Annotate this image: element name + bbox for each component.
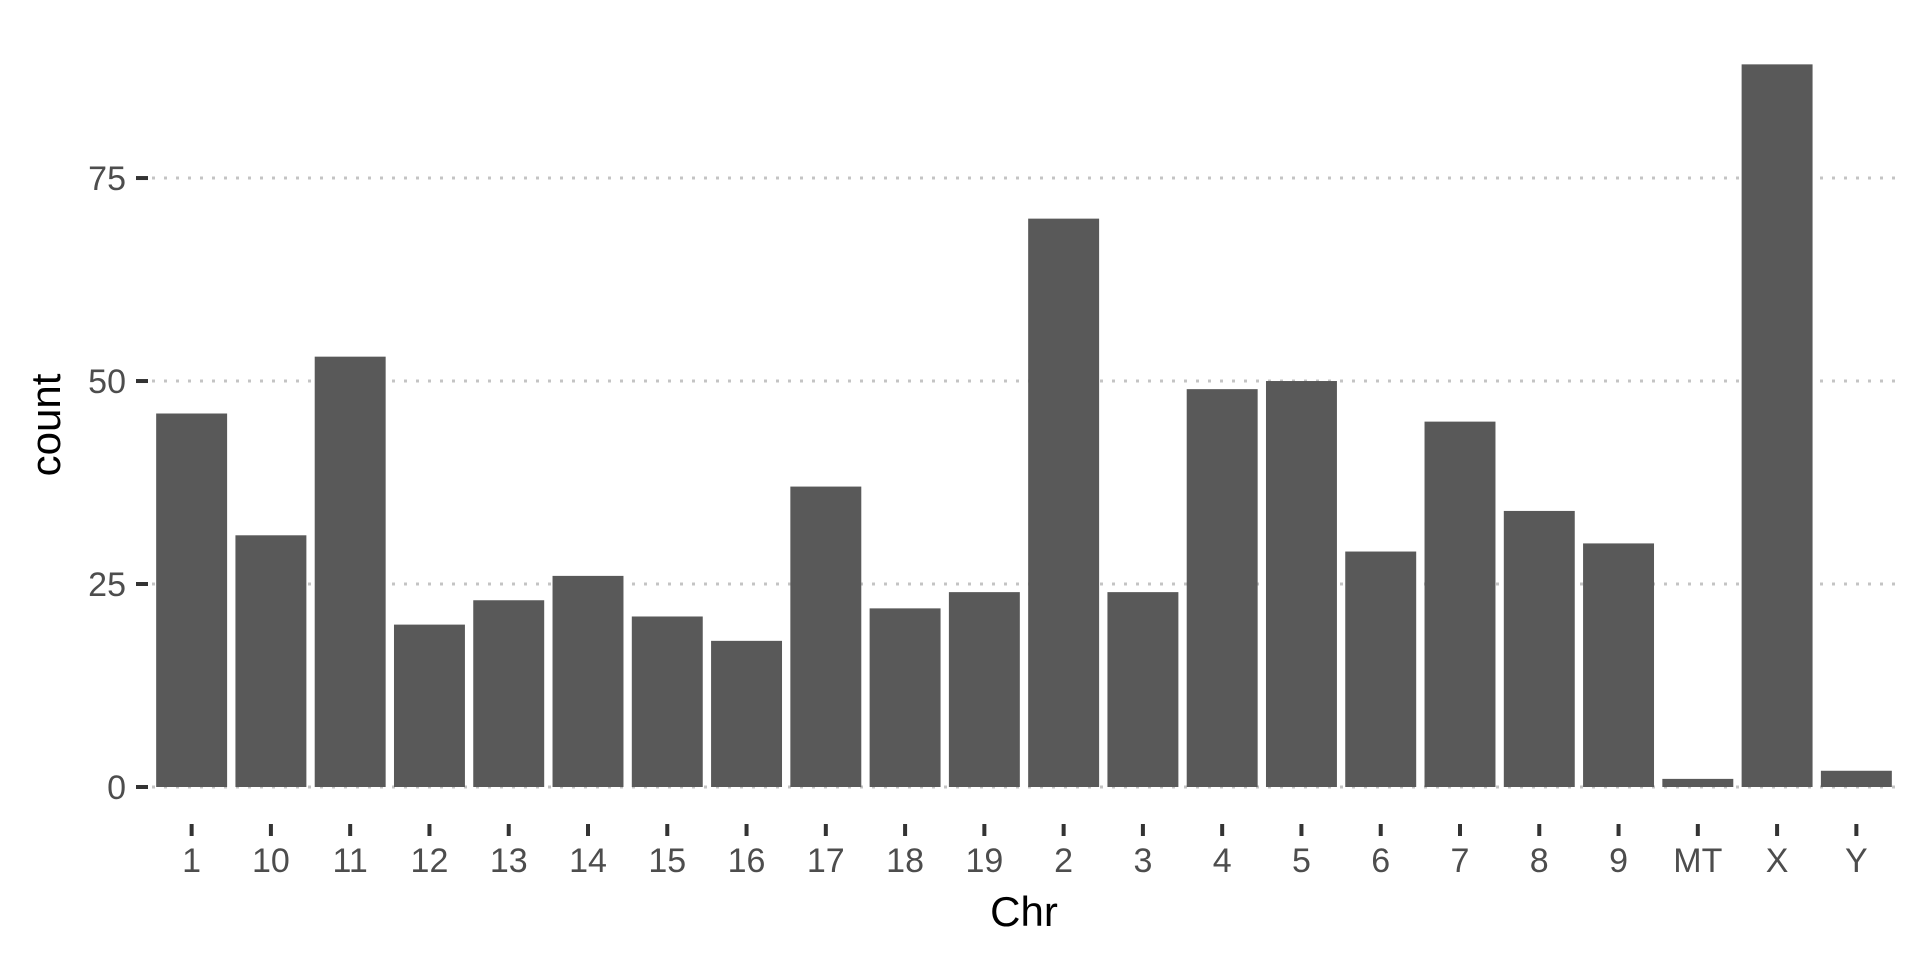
bar-7 xyxy=(1424,421,1496,787)
bar-13 xyxy=(473,600,545,787)
x-tick-label: X xyxy=(1766,842,1789,880)
bar-14 xyxy=(552,575,624,787)
bar-8 xyxy=(1503,510,1575,787)
y-axis-title: count xyxy=(22,373,69,476)
bar-11 xyxy=(314,356,386,787)
x-tick-label: 8 xyxy=(1530,842,1549,880)
bar-16 xyxy=(711,640,783,787)
y-tick-label: 0 xyxy=(107,769,126,807)
x-tick-label: MT xyxy=(1673,842,1722,880)
bar-2 xyxy=(1028,218,1100,787)
x-axis: 1 10 11 12 13 14 15 16 17 18 19 2 3 4 5 6 7 8 9 MT X Y xyxy=(182,824,1868,880)
bar-6 xyxy=(1345,551,1417,787)
y-tick-label: 25 xyxy=(88,566,126,604)
x-tick-label: 18 xyxy=(886,842,924,880)
bar-18 xyxy=(869,608,941,787)
y-tick-label: 75 xyxy=(88,160,126,198)
x-axis-title: Chr xyxy=(990,888,1058,935)
bar-5 xyxy=(1265,381,1337,787)
x-tick-label: 13 xyxy=(490,842,528,880)
bar-1 xyxy=(156,413,228,787)
bar-15 xyxy=(631,616,703,787)
x-tick-label: 14 xyxy=(569,842,607,880)
x-tick-label: 2 xyxy=(1054,842,1073,880)
x-tick-label: 19 xyxy=(965,842,1003,880)
x-tick-label: Y xyxy=(1845,842,1868,880)
x-tick-label: 16 xyxy=(728,842,766,880)
bar-MT xyxy=(1662,778,1734,787)
y-axis: 0 25 50 75 xyxy=(88,160,148,807)
bar-19 xyxy=(948,592,1020,787)
bar-Y xyxy=(1820,770,1892,787)
x-tick-label: 10 xyxy=(252,842,290,880)
x-tick-label: 15 xyxy=(648,842,686,880)
bar-17 xyxy=(790,486,862,787)
bar-3 xyxy=(1107,592,1179,787)
x-tick-label: 1 xyxy=(182,842,201,880)
x-tick-label: 9 xyxy=(1609,842,1628,880)
bar-X xyxy=(1741,64,1813,787)
bar-9 xyxy=(1583,543,1655,787)
x-tick-label: 12 xyxy=(411,842,449,880)
bar-10 xyxy=(235,535,307,787)
bar-12 xyxy=(393,624,465,787)
bars xyxy=(156,64,1892,787)
bar-4 xyxy=(1186,389,1258,787)
x-tick-label: 11 xyxy=(333,842,368,880)
x-tick-label: 17 xyxy=(807,842,845,880)
x-tick-label: 3 xyxy=(1133,842,1152,880)
y-tick-label: 50 xyxy=(88,363,126,401)
x-tick-label: 7 xyxy=(1451,842,1470,880)
x-tick-label: 5 xyxy=(1292,842,1311,880)
x-tick-label: 6 xyxy=(1371,842,1390,880)
x-tick-label: 4 xyxy=(1213,842,1232,880)
